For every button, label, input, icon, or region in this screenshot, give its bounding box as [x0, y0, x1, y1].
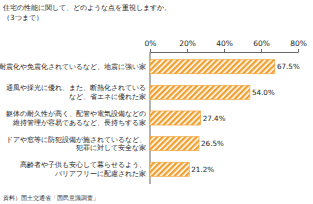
- data-label: 26.5%: [201, 139, 224, 148]
- y-tick: ドアや窓等に防犯設備が施されているなど、犯罪に対して安全な家: [6, 136, 150, 152]
- x-tick-mark: [261, 49, 262, 52]
- y-axis: 耐震化や免震化されているなど、地震に強い家通風や採光に優れ、また、断熱化されてい…: [0, 63, 150, 178]
- x-axis: 0% 20% 40% 60% 80%: [145, 39, 307, 53]
- data-label: 27.4%: [203, 114, 226, 123]
- x-tick-label: 20%: [179, 39, 196, 48]
- x-tick-mark: [224, 49, 225, 52]
- x-tick-label: 0%: [145, 39, 157, 48]
- category-label: 耐震化や免震化されているなど、地震に強い家: [0, 63, 146, 71]
- x-tick-mark: [187, 49, 188, 52]
- bar: [150, 137, 199, 151]
- x-tick-label: 60%: [253, 39, 270, 48]
- y-tick: 高齢者や子供も安心して暮らせるよう、バリアフリーに配慮された家: [20, 161, 150, 177]
- x-tick-label: 80%: [290, 39, 307, 48]
- bars: [150, 60, 275, 177]
- data-labels: 67.5% 54.0% 27.4% 26.5% 21.2%: [191, 62, 300, 174]
- y-tick: 耐震化や免震化されているなど、地震に強い家: [0, 63, 150, 71]
- bar: [150, 111, 201, 125]
- category-label: 高齢者や子供も安心して暮らせるよう、バリアフリーに配慮された家: [20, 161, 146, 177]
- bar: [150, 85, 250, 99]
- category-label: 通風や採光に優れ、また、断熱化されているなど、省エネに優れた家: [6, 84, 146, 100]
- x-tick: 20%: [179, 39, 196, 52]
- data-label: 21.2%: [191, 165, 214, 174]
- x-tick-label: 40%: [216, 39, 233, 48]
- plot: 0% 20% 40% 60% 80% 耐震化や免震化されているなど、地震に強い家通風や採光…: [0, 39, 307, 184]
- x-tick-mark: [150, 49, 151, 52]
- title: 住宅の性能に関して、どのような点を重視しますか。: [2, 3, 171, 12]
- source: 資料）国土交通省「国民意識調査」: [3, 194, 99, 202]
- bar: [150, 162, 189, 176]
- data-label: 67.5%: [277, 62, 300, 71]
- x-tick: 60%: [253, 39, 270, 52]
- subtitle: （3つまで）: [3, 13, 43, 22]
- y-tick: 通風や採光に優れ、また、断熱化されているなど、省エネに優れた家: [6, 84, 150, 100]
- x-tick: 80%: [290, 39, 307, 52]
- chart: 住宅の性能に関して、どのような点を重視しますか。（3つまで） 0% 20% 40% 60…: [0, 0, 313, 204]
- y-tick: 躯体の耐久性が高く、配管や電気設備などの維持管理が容易であるなど、長持ちする家: [6, 110, 150, 126]
- x-tick: 40%: [216, 39, 233, 52]
- data-label: 54.0%: [252, 88, 275, 97]
- x-axis-line: [151, 52, 299, 53]
- category-label: 躯体の耐久性が高く、配管や電気設備などの維持管理が容易であるなど、長持ちする家: [6, 110, 146, 126]
- x-tick-mark: [298, 49, 299, 52]
- x-tick: 0%: [145, 39, 157, 52]
- category-label: ドアや窓等に防犯設備が施されているなど、犯罪に対して安全な家: [6, 136, 146, 152]
- bar: [150, 60, 275, 74]
